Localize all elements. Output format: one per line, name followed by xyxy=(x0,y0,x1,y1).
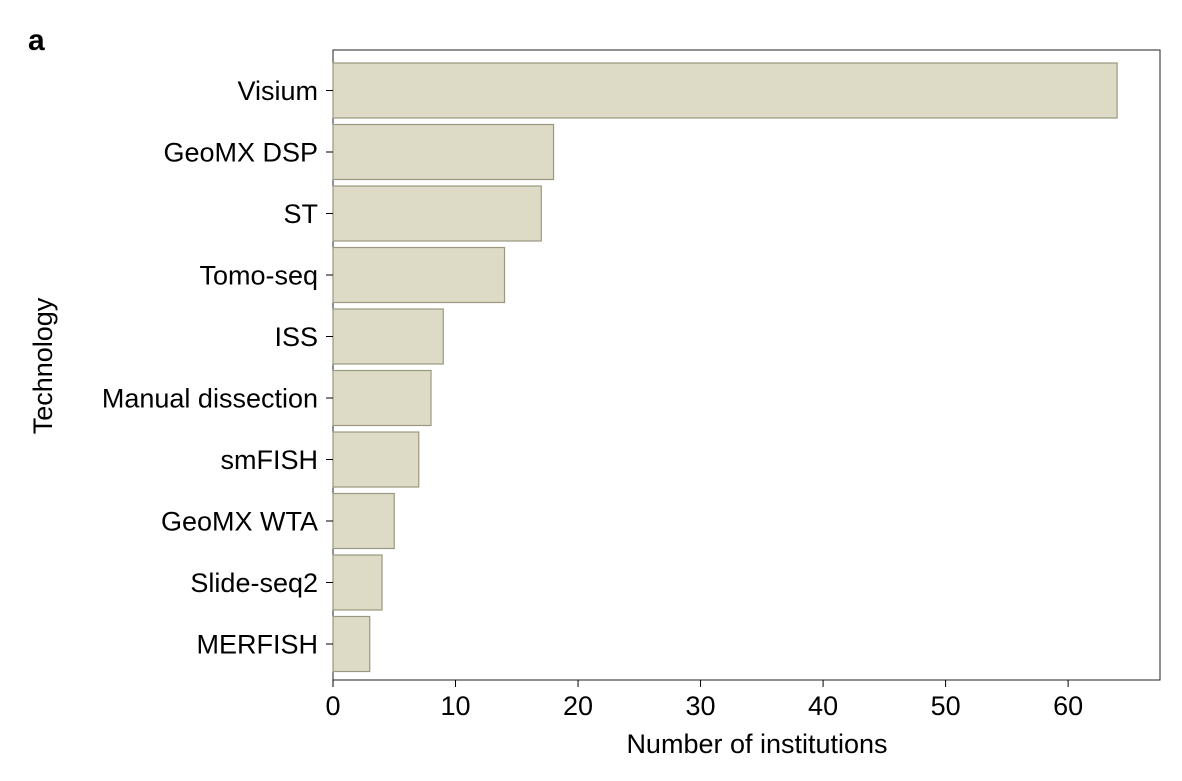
bar-geomx-wta xyxy=(332,492,395,550)
category-label-iss: ISS xyxy=(274,322,318,352)
category-label-slide-seq2: Slide-seq2 xyxy=(190,568,318,598)
panel-label: a xyxy=(28,24,45,57)
category-label-st: ST xyxy=(283,199,318,229)
x-tick-label-10: 10 xyxy=(440,691,470,721)
x-tick-label-40: 40 xyxy=(808,691,838,721)
x-tick-label-0: 0 xyxy=(325,691,340,721)
y-axis-title: Technology xyxy=(28,297,58,434)
x-axis-title: Number of institutions xyxy=(626,729,887,759)
bar-tomo-seq xyxy=(332,246,506,304)
bar-manual-dissection xyxy=(332,369,432,427)
category-labels-group: Visium GeoMX DSP ST Tomo-seq ISS Manual disse… xyxy=(102,76,333,660)
bar-slide-seq2 xyxy=(332,554,383,611)
category-label-geomx-wta: GeoMX WTA xyxy=(161,507,318,537)
category-label-tomo-seq: Tomo-seq xyxy=(199,261,318,291)
x-tick-label-30: 30 xyxy=(686,691,716,721)
bar-iss xyxy=(332,308,444,365)
x-axis-ticks-group: 0 10 20 30 40 50 60 xyxy=(325,680,1083,721)
bar-merfish xyxy=(332,615,371,673)
category-label-visium: Visium xyxy=(237,76,318,106)
category-label-merfish: MERFISH xyxy=(197,630,319,660)
bar-visium xyxy=(332,62,1118,119)
plot-frame xyxy=(332,49,1161,681)
x-tick-label-50: 50 xyxy=(931,691,961,721)
category-label-geomx-dsp: GeoMX DSP xyxy=(163,138,318,168)
bar-st xyxy=(332,185,542,242)
x-tick-label-20: 20 xyxy=(563,691,593,721)
bars-group xyxy=(332,62,1118,673)
category-label-manual-dissection: Manual dissection xyxy=(102,384,318,414)
bar-smfish xyxy=(332,431,420,488)
bar-geomx-dsp xyxy=(332,123,555,181)
x-tick-label-60: 60 xyxy=(1053,691,1083,721)
category-label-smfish: smFISH xyxy=(221,445,319,475)
